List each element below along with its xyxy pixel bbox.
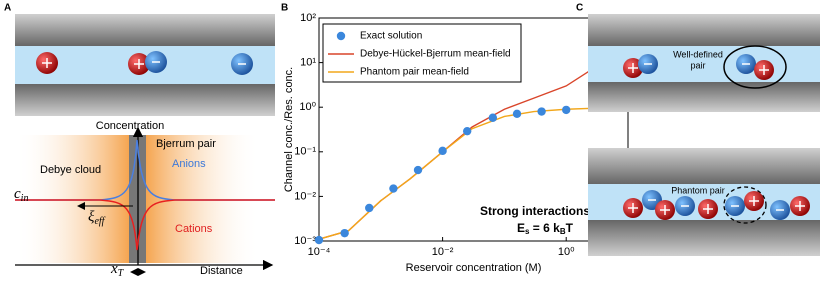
annotation: Es = 6 kBT — [517, 221, 574, 236]
data-point — [512, 109, 522, 119]
symbol-text: x — [110, 261, 118, 277]
symbol-sub: in — [21, 193, 29, 204]
symbol: cin — [14, 186, 28, 204]
symbol-sub: eff — [94, 216, 105, 227]
x-tick-label: 10⁻² — [432, 246, 454, 258]
symbol: xT — [110, 261, 125, 279]
y-axis-label: Channel conc./Res. conc. — [283, 67, 295, 192]
panel-label: C — [576, 3, 583, 14]
symbol-text: ξ — [88, 209, 95, 225]
annotation: Cations — [175, 223, 213, 235]
legend-label: Phantom pair mean-field — [360, 67, 469, 78]
legend-marker — [336, 31, 346, 41]
y-tick-label: 10⁻³ — [294, 235, 316, 247]
profile-a — [15, 126, 275, 276]
channel-c — [588, 14, 820, 256]
x-tick-label: 10⁰ — [558, 246, 575, 258]
legend-label: Exact solution — [360, 31, 422, 42]
data-point — [562, 105, 571, 115]
y-tick-label: 10⁻² — [294, 190, 316, 202]
annotation-part: E — [517, 221, 525, 235]
data-point — [462, 126, 472, 136]
x-tick-label: 10⁻⁴ — [308, 246, 331, 258]
y-tick-label: 10⁻¹ — [294, 146, 316, 158]
annotation: Bjerrum pair — [156, 138, 216, 150]
symbol: ξeff — [88, 209, 106, 227]
annotation-part: s — [525, 227, 530, 236]
data-point — [314, 235, 324, 245]
symbol-sub: T — [118, 268, 125, 279]
data-point — [365, 203, 374, 213]
panel-label: B — [281, 3, 288, 14]
data-point — [413, 165, 423, 175]
data-point — [438, 146, 447, 156]
x-axis-label: Reservoir concentration (M) — [406, 262, 542, 274]
data-point — [340, 228, 349, 238]
legend-box — [322, 23, 522, 83]
panel-label: A — [4, 3, 11, 14]
annotation: Well-defined — [673, 49, 723, 59]
annotation: pair — [690, 60, 705, 70]
chart: B 10⁻⁴ 10⁻² 10⁰ 10⁻³ 10⁻² 10⁻¹ 10⁰ 10¹ 10² Reservo… — [281, 3, 629, 274]
data-point — [389, 184, 398, 193]
symbol-text: c — [14, 186, 21, 202]
annotation-part: B — [560, 227, 566, 236]
annotation: Strong interactions: — [480, 204, 594, 218]
data-point — [488, 113, 498, 122]
y-tick-label: 10² — [300, 12, 316, 24]
annotation-part: T — [566, 221, 574, 235]
data-point — [537, 107, 546, 116]
annotation: Phantom pair — [671, 185, 725, 195]
channel-a — [15, 14, 275, 116]
annotation-part: = 6 k — [529, 221, 560, 235]
annotation: Anions — [172, 158, 206, 170]
legend-label: Debye-Hückel-Bjerrum mean-field — [360, 49, 511, 60]
axis-label: Distance — [200, 265, 243, 277]
axis-label: Concentration — [96, 120, 165, 132]
y-tick-label: 10⁰ — [299, 101, 316, 113]
y-tick-label: 10¹ — [300, 57, 316, 69]
annotation: Debye cloud — [40, 164, 101, 176]
